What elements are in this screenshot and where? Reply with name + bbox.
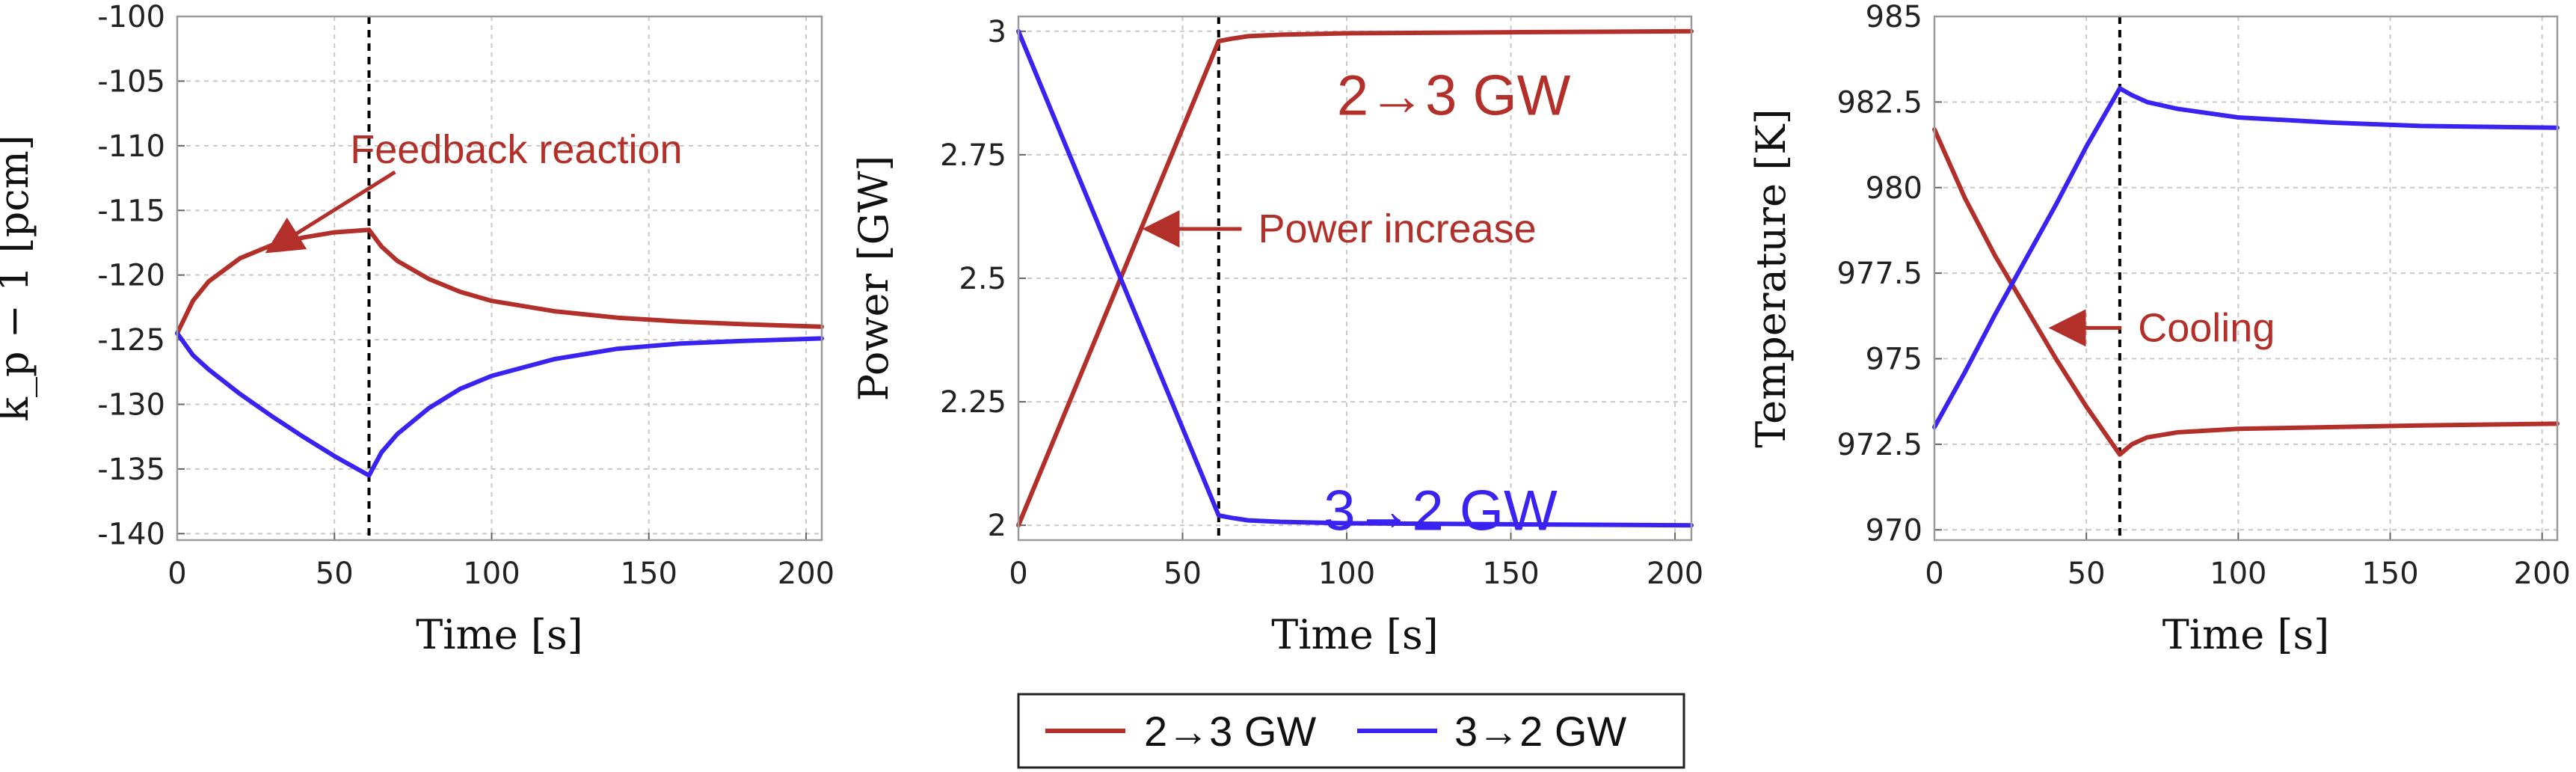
plot-frame [1933,15,2559,542]
x-tick-label: 50 [1163,557,1202,591]
y-tick-label: -105 [97,64,165,99]
y-tick-label: -115 [97,194,165,228]
series-annotation: 2→3 GW [1337,64,1571,128]
series-line-down [1016,28,1694,528]
y-tick-label: 975 [1866,343,1922,377]
legend-label-2-3: 2→3 GW [1144,708,1316,755]
plot-frame [176,15,823,542]
y-tick-label: -140 [97,517,165,551]
y-tick-label: 2.5 [959,262,1006,296]
legend-box [1017,693,1685,769]
x-tick-label: 100 [1318,557,1375,591]
legend-label-3-2: 3→2 GW [1454,708,1626,755]
series-line-up [1016,28,1694,528]
x-tick-label: 50 [316,557,354,591]
y-axis-label: Power [GW] [850,156,897,402]
legend: 2→3 GW 3→2 GW [1017,693,1685,769]
x-tick-label: 200 [2514,557,2571,591]
x-tick-label: 100 [463,557,520,591]
plot-frame [1017,15,1693,542]
x-tick-label: 200 [1647,557,1703,591]
x-tick-label: 0 [1009,557,1027,591]
y-tick-label: -130 [97,388,165,423]
chart-panel-3: 0 50 100 150 200 970 972.5 975 977.5 980 982.5 985 T… [1747,0,2571,658]
chart-panel-1: 0 50 100 150 200 -100 -105 -110 -115 -120 -125 -130… [0,0,834,658]
y-tick-label: -100 [97,0,165,34]
y-tick-label: -125 [97,323,165,358]
annotation-label: Cooling [2138,305,2275,350]
x-tick-label: 150 [621,557,677,591]
annotation-label: Power increase [1258,206,1536,251]
y-tick-label: 982.5 [1836,85,1922,120]
x-tick-label: 100 [2210,557,2266,591]
annotation-label: Feedback reaction [350,127,682,172]
y-tick-label: -120 [97,259,165,293]
x-axis-label: Time [s] [2162,611,2329,658]
y-axis-label: k_p − 1 [pcm] [0,135,37,422]
series-line-up [1932,127,2560,457]
y-tick-label: -110 [97,129,165,164]
y-axis-label: Temperature [K] [1747,108,1795,447]
x-tick-label: 150 [1482,557,1539,591]
y-tick-label: 985 [1866,0,1922,34]
y-tick-label: 2.25 [940,385,1006,420]
x-tick-label: 200 [778,557,834,591]
y-tick-label: 977.5 [1836,257,1922,291]
x-tick-label: 0 [167,557,186,591]
plot-area [1934,16,2557,540]
series-annotation: 3→2 GW [1324,479,1558,542]
y-tick-label: 2.75 [940,138,1006,173]
chart-panel-2: 0 50 100 150 200 2 2.25 2.5 2.75 3 Time [s] Power [… [850,15,1703,658]
x-tick-label: 50 [2068,557,2106,591]
y-tick-label: 972.5 [1836,428,1922,462]
x-axis-label: Time [s] [1271,611,1438,658]
y-tick-label: -135 [97,453,165,487]
series-line-down [175,331,824,478]
x-tick-label: 0 [1925,557,1943,591]
plot-area [177,16,822,540]
y-tick-label: 3 [988,15,1006,49]
y-tick-label: 970 [1866,513,1922,548]
annotation-arrow [265,170,396,254]
y-tick-label: 2 [988,509,1006,543]
series-line-up [175,227,824,336]
series-line-down [1932,86,2560,429]
x-axis-label: Time [s] [416,611,582,658]
y-tick-label: 980 [1866,171,1922,206]
x-tick-label: 150 [2361,557,2418,591]
